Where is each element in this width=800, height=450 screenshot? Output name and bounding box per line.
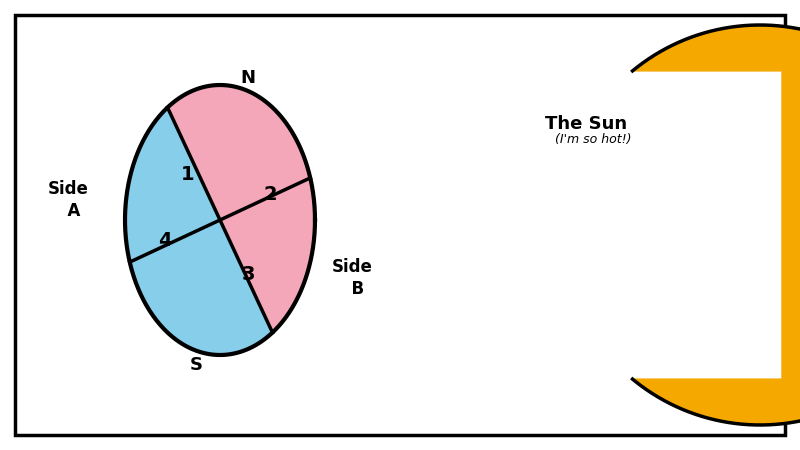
Polygon shape <box>633 25 800 425</box>
Text: 3: 3 <box>242 266 254 284</box>
Text: 2: 2 <box>263 185 277 204</box>
Text: The Sun: The Sun <box>545 115 627 133</box>
Polygon shape <box>125 108 220 262</box>
Text: (I'm so hot!): (I'm so hot!) <box>555 133 631 146</box>
Text: N: N <box>241 69 255 87</box>
Polygon shape <box>167 85 310 220</box>
Text: Side
  A: Side A <box>47 180 89 220</box>
Text: 1: 1 <box>181 166 195 184</box>
Text: S: S <box>190 356 202 374</box>
Text: 4: 4 <box>158 230 172 249</box>
Polygon shape <box>130 220 273 355</box>
Text: Side
  B: Side B <box>331 258 373 298</box>
Polygon shape <box>220 178 315 333</box>
